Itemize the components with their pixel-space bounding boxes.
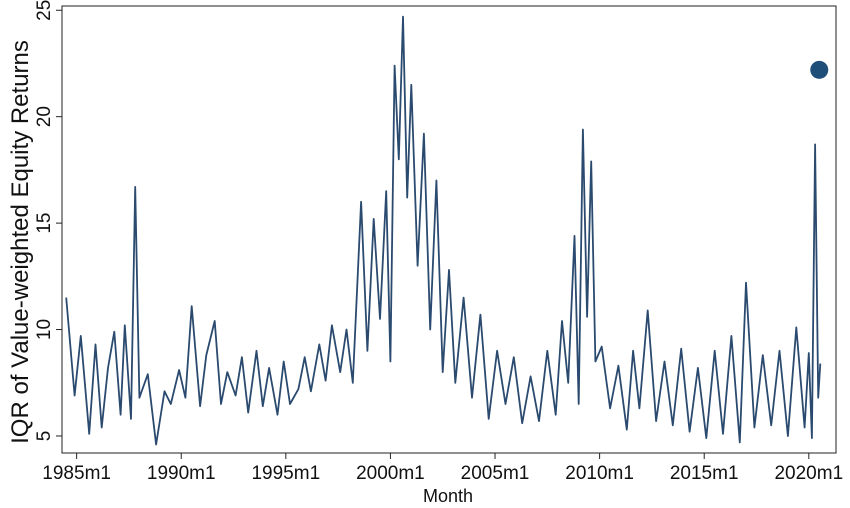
x-tick-label: 2005m1 [461, 463, 530, 484]
highlight-point [810, 60, 829, 79]
y-axis-title: IQR of Value-weighted Equity Returns [7, 40, 34, 444]
y-tick-label: 20 [34, 106, 55, 127]
x-tick-label: 2020m1 [774, 463, 843, 484]
series-group [65, 15, 829, 446]
x-tick-label: 1995m1 [251, 463, 320, 484]
y-tick-label: 25 [34, 0, 55, 21]
plot-border [61, 5, 837, 454]
series-line [65, 15, 822, 446]
x-tick-label: 1990m1 [147, 463, 216, 484]
x-axis-title: Month [423, 486, 473, 506]
x-tick-label: 2010m1 [565, 463, 634, 484]
y-tick-label: 15 [34, 213, 55, 234]
plot-frame [61, 5, 837, 454]
y-axis: 5 10 15 20 25 [34, 0, 62, 441]
x-axis: 1985m1 1990m1 1995m1 2000m1 2005m1 2010m1 2015… [42, 453, 843, 484]
x-tick-label: 2015m1 [670, 463, 739, 484]
y-tick-label: 5 [34, 431, 55, 442]
x-tick-label: 1985m1 [42, 463, 111, 484]
x-tick-label: 2000m1 [356, 463, 425, 484]
y-tick-label: 10 [34, 319, 55, 340]
